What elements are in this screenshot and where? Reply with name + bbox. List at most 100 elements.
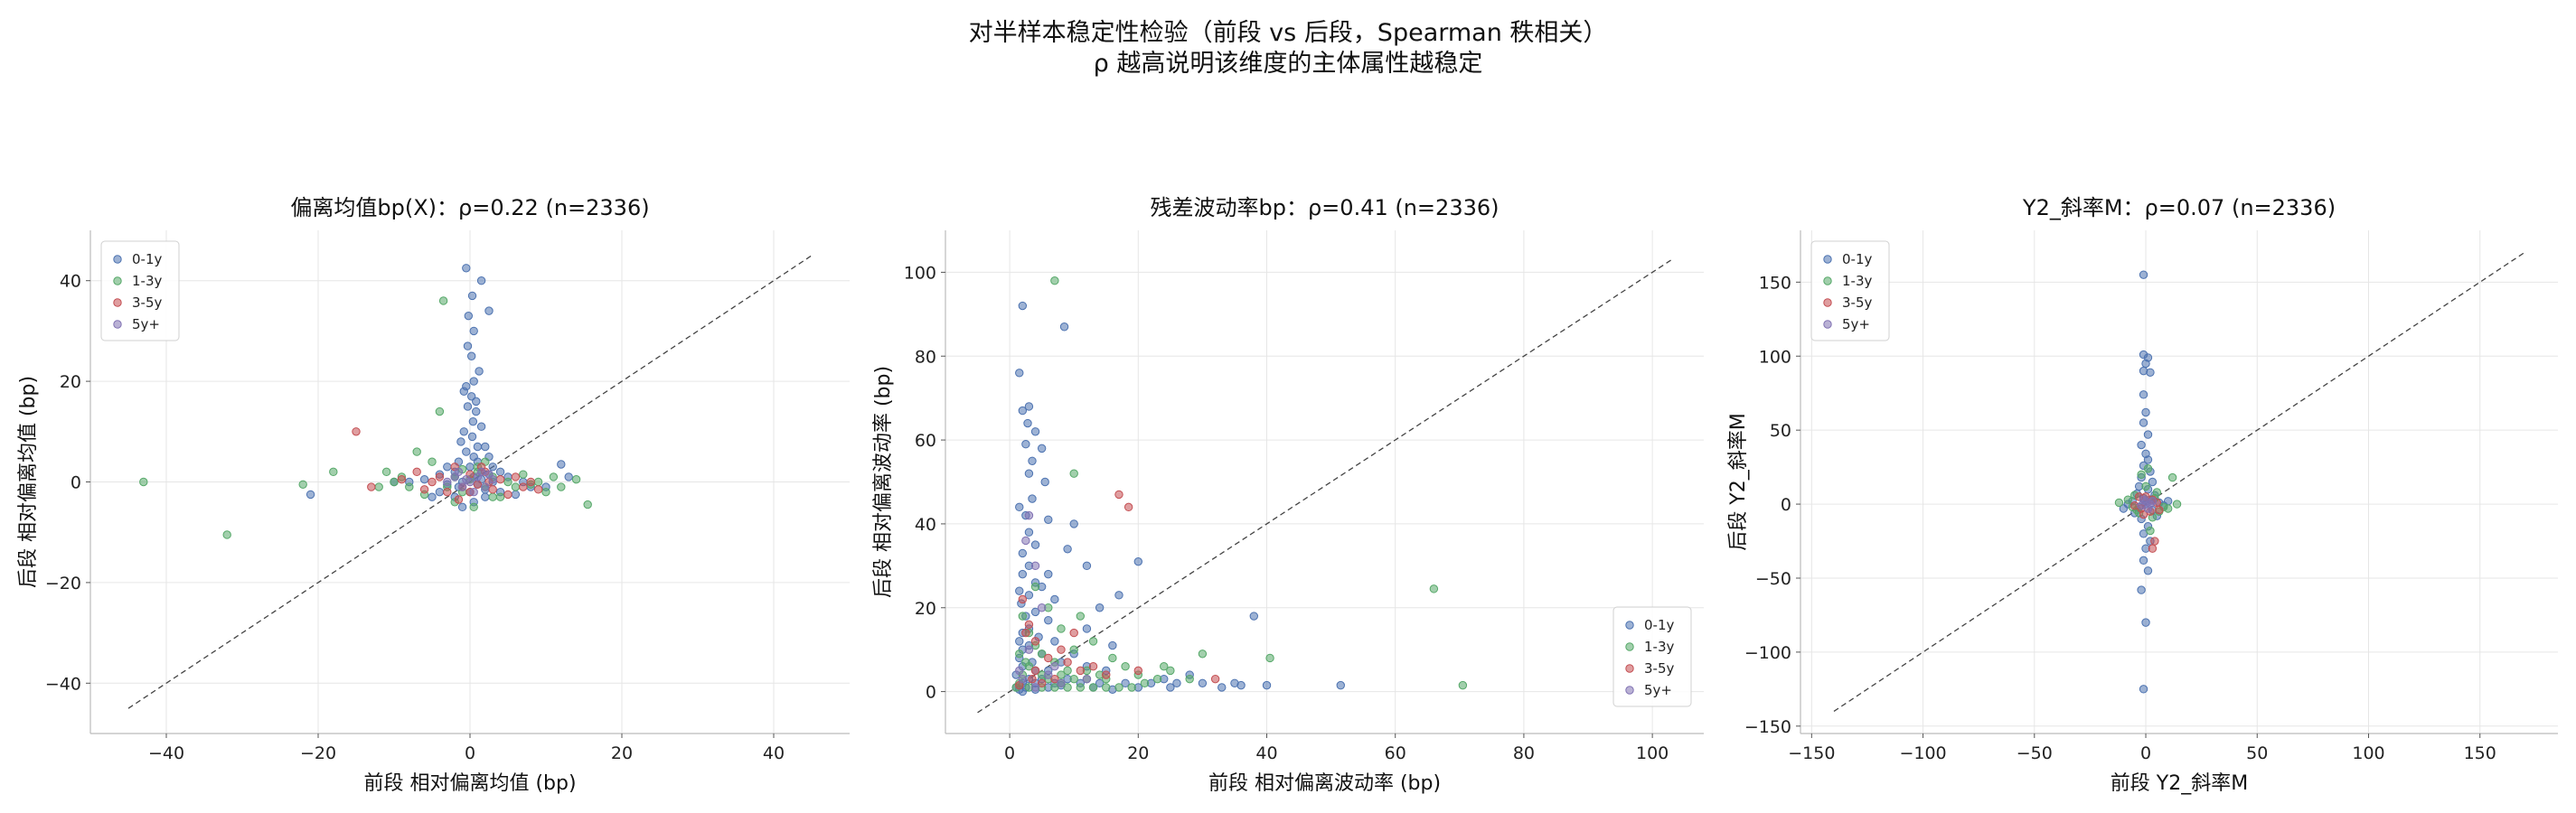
legend-label-1-3y: 1-3y: [1842, 273, 1872, 289]
data-point-3-5y: [1210, 674, 1220, 684]
data-point-0-1y: [2119, 504, 2129, 513]
data-point-3-5y: [428, 477, 437, 487]
chart-title: Y2_斜率M：ρ=0.07 (n=2336): [2022, 195, 2336, 220]
data-point-0-1y: [1044, 615, 1053, 625]
y-tick-label: 40: [60, 272, 81, 292]
data-point-0-1y: [1133, 556, 1143, 566]
y-tick-label: 0: [926, 683, 936, 703]
data-point-3-5y: [1021, 628, 1030, 638]
data-point-0-1y: [1015, 637, 1024, 646]
data-point-3-5y: [435, 472, 445, 481]
figure-subtitle: ρ 越高说明该维度的主体属性越稳定: [1093, 50, 1483, 78]
legend-marker-1-3y: [1625, 642, 1634, 651]
data-point-0-1y: [1050, 594, 1059, 604]
legend-marker-3-5y: [1625, 664, 1634, 673]
chart-panel-2: 0 20 40 60 80 100 0 20 40 60 80 100 残差波动率bp：ρ=0.41 (…: [872, 195, 1704, 795]
data-point-0-1y: [473, 442, 483, 452]
data-point-3-5y: [495, 475, 505, 484]
data-point-0-1y: [467, 432, 477, 442]
data-point-5y+: [484, 470, 494, 479]
data-point-1-3y: [438, 296, 448, 305]
data-point-1-3y: [2167, 472, 2177, 482]
data-point-0-1y: [462, 447, 471, 456]
data-point-0-1y: [1044, 515, 1053, 524]
legend-label-1-3y: 1-3y: [1644, 639, 1674, 655]
data-point-0-1y: [481, 442, 490, 452]
data-point-0-1y: [2146, 368, 2155, 377]
data-point-0-1y: [1050, 637, 1059, 646]
x-tick-label: 40: [763, 743, 785, 763]
data-point-0-1y: [1030, 540, 1040, 549]
data-point-3-5y: [1102, 670, 1111, 679]
data-point-5y+: [457, 482, 467, 491]
data-point-1-3y: [1015, 649, 1024, 659]
y-tick-label: 0: [1781, 495, 1791, 515]
data-point-3-5y: [488, 485, 497, 494]
y-tick-label: 40: [915, 515, 936, 535]
data-point-3-5y: [2150, 537, 2159, 546]
x-axis-label: 前段 相对偏离波动率 (bp): [1208, 772, 1441, 795]
data-point-5y+: [462, 475, 471, 484]
y-tick-label: −150: [1744, 717, 1791, 737]
data-point-1-3y: [1166, 666, 1175, 676]
data-point-0-1y: [1063, 545, 1072, 554]
y-tick-label: 20: [60, 372, 81, 392]
data-point-1-3y: [1121, 662, 1130, 671]
data-point-1-3y: [1088, 683, 1098, 692]
data-point-0-1y: [1059, 322, 1069, 332]
data-point-1-3y: [1018, 612, 1028, 621]
y-axis-label: 后段 Y2_斜率M: [1727, 413, 1750, 550]
data-point-0-1y: [1236, 680, 1246, 690]
legend: 0-1y 1-3y 3-5y 5y+: [1810, 240, 1890, 341]
legend-marker-1-3y: [113, 276, 122, 285]
y-tick-label: −100: [1744, 643, 1791, 663]
diagonal-reference-line: [1833, 252, 2525, 712]
data-point-0-1y: [1018, 301, 1028, 311]
data-point-3-5y: [1069, 628, 1078, 638]
x-tick-label: 40: [1255, 743, 1277, 763]
data-point-1-3y: [435, 406, 445, 416]
data-point-1-3y: [2143, 464, 2153, 473]
data-point-3-5y: [1037, 678, 1047, 687]
data-point-5y+: [1018, 674, 1028, 684]
data-point-0-1y: [1037, 444, 1047, 453]
data-point-0-1y: [2137, 440, 2146, 450]
data-point-0-1y: [1015, 369, 1024, 378]
data-point-1-3y: [1050, 683, 1059, 692]
diagonal-reference-line: [977, 258, 1672, 714]
x-axis-label: 前段 相对偏离均值 (bp): [363, 772, 576, 795]
data-point-0-1y: [1018, 548, 1028, 558]
data-point-0-1y: [1108, 640, 1117, 650]
data-point-1-3y: [1076, 683, 1086, 692]
legend-label-0-1y: 0-1y: [1842, 251, 1872, 267]
legend-box: [1810, 240, 1890, 341]
data-point-0-1y: [2139, 556, 2148, 565]
data-point-1-3y: [139, 477, 148, 487]
data-point-0-1y: [1023, 418, 1032, 428]
data-point-5y+: [1030, 683, 1040, 692]
data-point-3-5y: [419, 485, 429, 494]
data-point-0-1y: [557, 460, 566, 469]
x-tick-label: −40: [148, 743, 184, 763]
y-tick-label: 0: [71, 473, 81, 493]
data-point-1-3y: [1102, 683, 1111, 692]
y-tick-label: 60: [915, 431, 936, 451]
data-point-3-5y: [397, 475, 407, 484]
data-point-0-1y: [466, 351, 476, 360]
data-point-1-3y: [557, 482, 566, 491]
data-point-1-3y: [390, 477, 399, 487]
chart-title: 偏离均值bp(X)：ρ=0.22 (n=2336): [290, 195, 649, 220]
data-point-1-3y: [511, 482, 521, 491]
chart-panel-3: −150 −100 −50 0 50 100 150 −150 −100 −50 0 50 100 150…: [1727, 195, 2558, 795]
data-point-5y+: [1030, 561, 1040, 571]
legend: 0-1y 1-3y 3-5y 5y+: [100, 240, 180, 341]
data-point-0-1y: [1018, 569, 1028, 579]
data-point-3-5y: [1088, 662, 1098, 671]
data-point-3-5y: [1024, 620, 1034, 630]
data-point-0-1y: [2139, 390, 2148, 399]
data-point-1-3y: [1069, 674, 1078, 684]
data-point-0-1y: [2139, 685, 2148, 694]
data-point-0-1y: [2141, 359, 2150, 369]
data-point-0-1y: [1024, 591, 1034, 600]
